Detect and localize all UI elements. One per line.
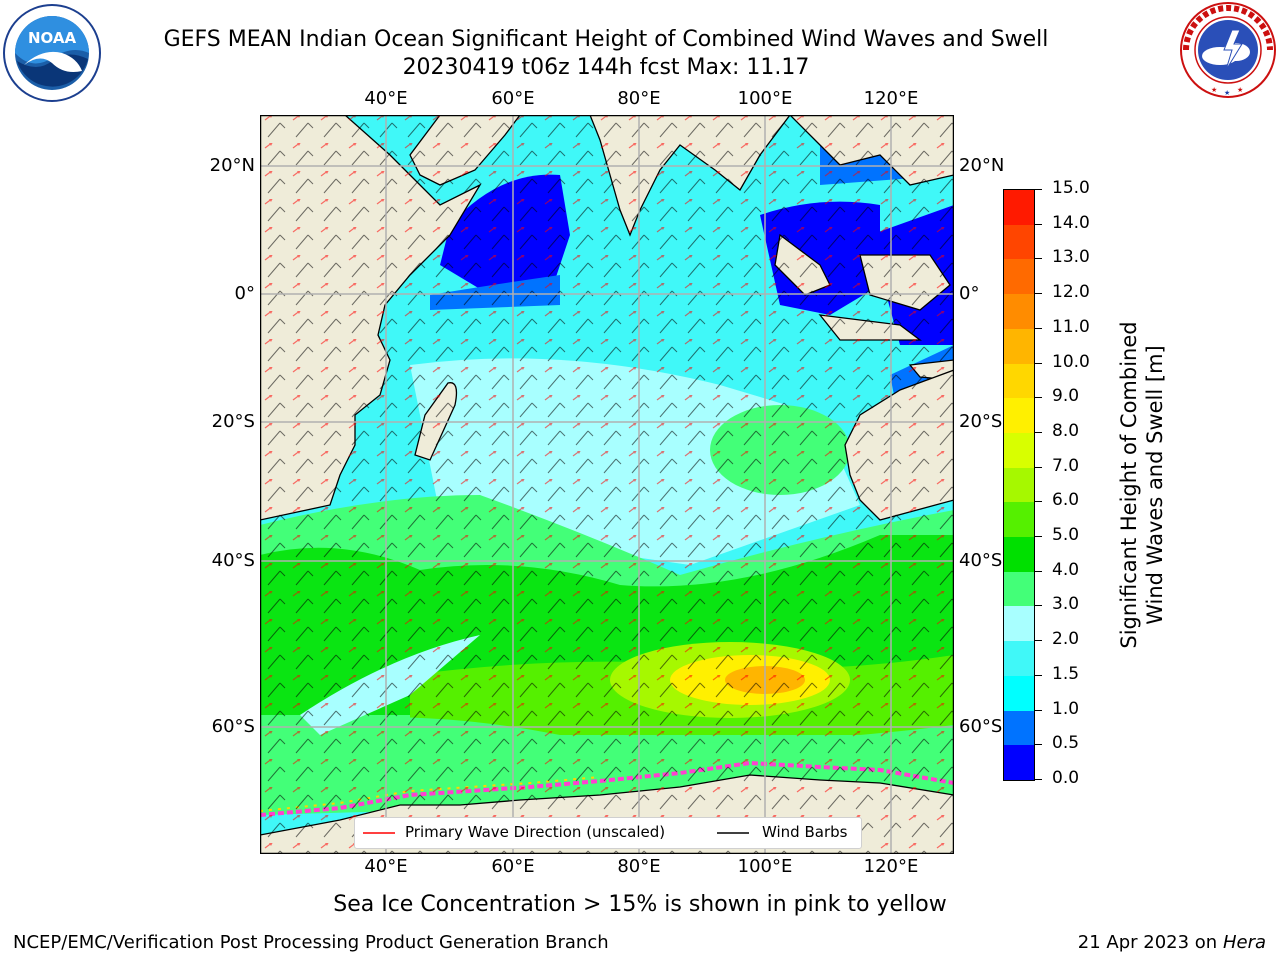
lon-tick-top: 40°E xyxy=(364,88,408,109)
colorbar-tick-mark xyxy=(1035,744,1042,746)
colorbar-segment xyxy=(1004,745,1034,780)
colorbar-tick-mark xyxy=(1035,466,1042,468)
colorbar xyxy=(1003,189,1035,781)
colorbar-tick-label: 7.0 xyxy=(1052,455,1080,476)
lon-tick-bottom: 40°E xyxy=(364,856,408,877)
legend-barb-label: Wind Barbs xyxy=(762,823,848,841)
colorbar-segment xyxy=(1004,363,1034,399)
colorbar-segment xyxy=(1004,606,1034,642)
host-name: Hera xyxy=(1222,932,1266,953)
colorbar-segment xyxy=(1004,641,1034,676)
date-stamp: 21 Apr 2023 on Hera xyxy=(1078,932,1266,953)
colorbar-segment xyxy=(1004,537,1034,572)
lon-tick-bottom: 60°E xyxy=(491,856,535,877)
colorbar-segment xyxy=(1004,675,1034,711)
colorbar-tick-mark xyxy=(1035,674,1042,676)
lon-tick-top: 60°E xyxy=(491,88,535,109)
colorbar-tick-mark xyxy=(1035,258,1042,260)
lon-tick-top: 120°E xyxy=(863,88,919,109)
date-text: 21 Apr 2023 on xyxy=(1077,932,1223,953)
colorbar-tick-label: 0.0 xyxy=(1052,768,1080,788)
colorbar-tick-label: 10.0 xyxy=(1052,351,1090,372)
credit-text: NCEP/EMC/Verification Post Processing Pr… xyxy=(13,932,609,953)
colorbar-segment xyxy=(1004,502,1034,538)
colorbar-tick-label: 13.0 xyxy=(1052,247,1090,268)
colorbar-tick-label: 1.5 xyxy=(1052,663,1080,684)
colorbar-tick-mark xyxy=(1035,397,1042,399)
colorbar-tick-mark xyxy=(1035,431,1042,433)
map-legend: Primary Wave Direction (unscaled) Wind B… xyxy=(354,817,862,849)
lat-tick-right: 20°S xyxy=(959,411,1003,432)
colorbar-tick-label: 2.0 xyxy=(1052,629,1080,650)
legend-wave-label: Primary Wave Direction (unscaled) xyxy=(405,823,666,841)
lat-tick-right: 20°N xyxy=(959,155,1005,176)
chart-title: GEFS MEAN Indian Ocean Significant Heigh… xyxy=(163,27,1049,52)
colorbar-segment xyxy=(1004,224,1034,260)
colorbar-tick-mark xyxy=(1035,327,1042,329)
colorbar-tick-mark xyxy=(1035,709,1042,711)
colorbar-tick-label: 4.0 xyxy=(1052,559,1080,580)
colorbar-tick-mark xyxy=(1035,640,1042,642)
map-svg xyxy=(259,114,955,855)
colorbar-segment xyxy=(1004,467,1034,503)
lat-tick-left: 60°S xyxy=(211,716,255,737)
colorbar-tick-label: 1.0 xyxy=(1052,698,1080,719)
colorbar-tick-label: 6.0 xyxy=(1052,490,1080,511)
lon-tick-bottom: 120°E xyxy=(863,856,919,877)
colorbar-tick-label: 12.0 xyxy=(1052,282,1090,303)
colorbar-tick-mark xyxy=(1035,536,1042,538)
svg-text:★: ★ xyxy=(1224,89,1230,97)
colorbar-tick-label: 11.0 xyxy=(1052,316,1090,337)
svg-text:★: ★ xyxy=(1211,86,1217,94)
lon-tick-top: 100°E xyxy=(737,88,793,109)
colorbar-tick-mark xyxy=(1035,223,1042,225)
colorbar-tick-label: 8.0 xyxy=(1052,420,1080,441)
lat-tick-right: 40°S xyxy=(959,550,1003,571)
colorbar-tick-label: 5.0 xyxy=(1052,525,1080,546)
colorbar-segment xyxy=(1004,259,1034,295)
lat-tick-left: 20°N xyxy=(209,155,255,176)
colorbar-segment xyxy=(1004,432,1034,468)
noaa-logo-text: NOAA xyxy=(28,29,77,47)
lat-tick-right: 0° xyxy=(959,283,980,304)
noaa-logo: NOAA xyxy=(2,3,102,103)
colorbar-tick-label: 14.0 xyxy=(1052,212,1090,233)
colorbar-tick-mark xyxy=(1035,189,1042,190)
colorbar-segment xyxy=(1004,398,1034,433)
colorbar-segment xyxy=(1004,710,1034,746)
sea-ice-note: Sea Ice Concentration > 15% is shown in … xyxy=(333,892,947,917)
colorbar-tick-mark xyxy=(1035,501,1042,503)
colorbar-tick-mark xyxy=(1035,570,1042,572)
lon-tick-bottom: 80°E xyxy=(617,856,661,877)
chart-subtitle: 20230419 t06z 144h fcst Max: 11.17 xyxy=(402,55,810,80)
lat-tick-right: 60°S xyxy=(959,716,1003,737)
colorbar-segment xyxy=(1004,190,1034,225)
colorbar-segment xyxy=(1004,328,1034,364)
colorbar-tick-mark xyxy=(1035,605,1042,607)
colorbar-tick-mark xyxy=(1035,293,1042,295)
lat-tick-left: 40°S xyxy=(211,550,255,571)
lat-tick-left: 0° xyxy=(234,283,255,304)
colorbar-tick-label: 3.0 xyxy=(1052,594,1080,615)
colorbar-segment xyxy=(1004,571,1034,607)
colorbar-tick-label: 15.0 xyxy=(1052,178,1090,198)
colorbar-segment xyxy=(1004,294,1034,329)
colorbar-tick-label: 9.0 xyxy=(1052,386,1080,407)
nws-logo: ★ ★ ★ xyxy=(1176,0,1280,100)
colorbar-label-line1: Significant Height of Combined xyxy=(1117,321,1141,649)
lat-tick-left: 20°S xyxy=(211,411,255,432)
colorbar-label-line2: Wind Waves and Swell [m] xyxy=(1143,345,1167,625)
colorbar-tick-label: 0.5 xyxy=(1052,733,1080,754)
colorbar-tick-mark xyxy=(1035,779,1042,780)
lon-tick-top: 80°E xyxy=(617,88,661,109)
svg-text:★: ★ xyxy=(1237,86,1243,94)
gridlines xyxy=(260,115,954,854)
map-panel xyxy=(259,114,955,855)
colorbar-tick-mark xyxy=(1035,362,1042,364)
lon-tick-bottom: 100°E xyxy=(737,856,793,877)
